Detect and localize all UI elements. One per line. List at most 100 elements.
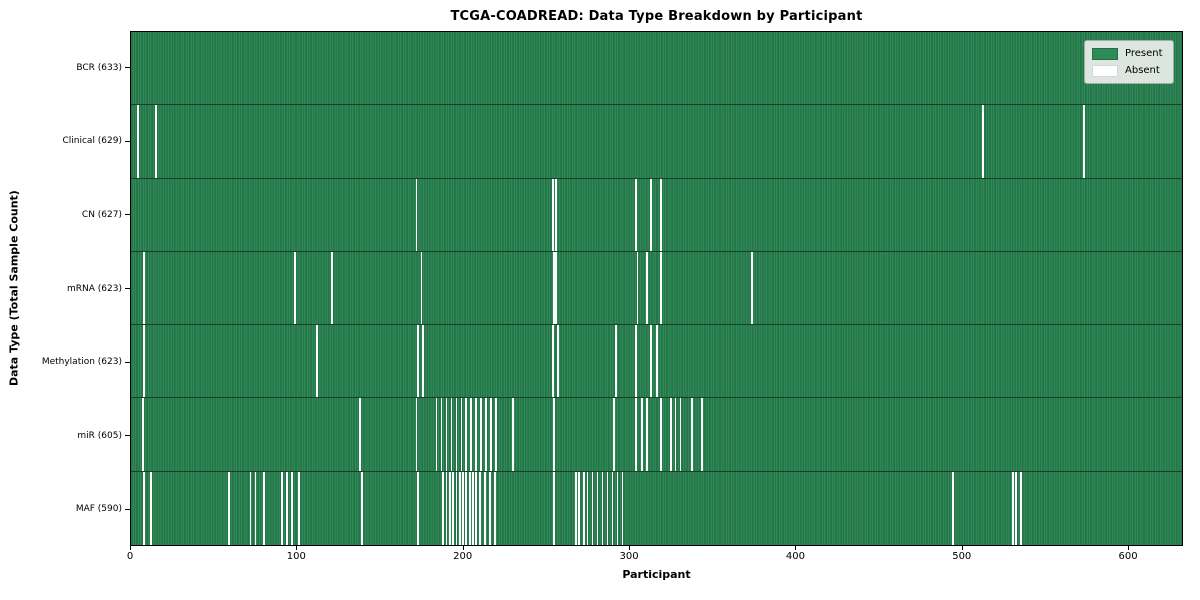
absent-mark bbox=[591, 471, 594, 545]
absent-mark bbox=[150, 471, 152, 545]
ytick-mark bbox=[125, 435, 130, 437]
ytick-mark bbox=[125, 140, 130, 142]
ytick-label-CN: CN (627) bbox=[81, 209, 122, 220]
ytick-label-miR: miR (605) bbox=[77, 430, 122, 441]
absent-mark bbox=[649, 325, 652, 398]
x-axis-label: Participant bbox=[622, 568, 691, 581]
absent-mark bbox=[286, 471, 288, 545]
absent-mark bbox=[359, 398, 362, 471]
xtick-label-600: 600 bbox=[1118, 551, 1138, 562]
absent-mark bbox=[691, 398, 694, 471]
ytick-label-Methylation: Methylation (623) bbox=[41, 357, 122, 368]
absent-mark bbox=[294, 251, 297, 325]
absent-mark bbox=[460, 398, 463, 471]
absent-mark bbox=[445, 471, 448, 545]
absent-mark bbox=[553, 398, 556, 471]
absent-mark bbox=[262, 471, 265, 545]
absent-mark bbox=[493, 471, 496, 545]
absent-mark bbox=[470, 398, 473, 471]
absent-mark bbox=[621, 471, 624, 545]
absent-mark bbox=[465, 398, 468, 471]
absent-mark bbox=[606, 471, 609, 545]
absent-mark bbox=[440, 398, 443, 471]
row-miR bbox=[131, 398, 1182, 472]
absent-mark bbox=[646, 398, 649, 471]
absent-mark bbox=[462, 471, 464, 545]
absent-mark bbox=[641, 398, 644, 471]
row-MAF bbox=[131, 471, 1182, 545]
legend-item-absent: Absent bbox=[1092, 62, 1166, 79]
absent-mark bbox=[155, 105, 157, 178]
absent-mark bbox=[551, 178, 554, 251]
xtick-mark bbox=[629, 546, 631, 550]
absent-mark bbox=[485, 398, 488, 471]
absent-mark bbox=[228, 471, 230, 545]
absent-mark bbox=[659, 398, 662, 471]
absent-mark bbox=[415, 178, 418, 251]
absent-mark bbox=[297, 471, 300, 545]
ytick-label-mRNA: mRNA (623) bbox=[67, 283, 122, 294]
xtick-mark bbox=[130, 546, 131, 550]
absent-mark bbox=[143, 325, 146, 398]
absent-mark bbox=[646, 251, 649, 325]
absent-mark bbox=[1083, 105, 1085, 178]
absent-mark bbox=[511, 398, 514, 471]
absent-mark bbox=[1011, 471, 1014, 545]
absent-mark bbox=[614, 325, 617, 398]
absent-mark bbox=[254, 471, 257, 545]
absent-mark bbox=[555, 251, 557, 325]
absent-mark bbox=[669, 398, 672, 471]
absent-mark bbox=[143, 251, 146, 325]
absent-mark bbox=[472, 471, 474, 545]
absent-mark bbox=[455, 471, 458, 545]
absent-mark bbox=[465, 471, 468, 545]
absent-mark bbox=[316, 325, 318, 398]
xtick-mark bbox=[296, 546, 298, 550]
row-Clinical bbox=[131, 105, 1182, 179]
absent-mark bbox=[417, 325, 420, 398]
absent-mark bbox=[634, 325, 637, 398]
absent-mark bbox=[656, 325, 659, 398]
absent-mark bbox=[458, 471, 461, 545]
legend-item-present: Present bbox=[1092, 45, 1166, 62]
absent-mark bbox=[613, 398, 616, 471]
xtick-mark bbox=[1128, 546, 1130, 550]
xtick-label-400: 400 bbox=[785, 551, 805, 562]
absent-mark bbox=[136, 105, 139, 178]
absent-mark bbox=[659, 178, 662, 251]
absent-mark bbox=[674, 398, 677, 471]
row-CN bbox=[131, 178, 1182, 252]
legend-present-label: Present bbox=[1125, 47, 1163, 59]
ytick-label-Clinical: Clinical (629) bbox=[62, 136, 122, 147]
absent-mark bbox=[659, 251, 662, 325]
absent-mark bbox=[281, 471, 283, 545]
absent-mark bbox=[611, 471, 614, 545]
absent-mark bbox=[586, 471, 589, 545]
absent-mark bbox=[488, 471, 491, 545]
absent-mark bbox=[291, 471, 293, 545]
absent-mark bbox=[141, 398, 144, 471]
absent-mark bbox=[143, 471, 146, 545]
xtick-mark bbox=[961, 546, 963, 550]
absent-mark bbox=[478, 471, 481, 545]
absent-mark bbox=[601, 471, 604, 545]
absent-mark bbox=[483, 471, 486, 545]
absent-mark bbox=[951, 471, 954, 545]
absent-mark bbox=[616, 471, 619, 545]
row-BCR bbox=[131, 32, 1182, 106]
absent-mark bbox=[495, 398, 498, 471]
absent-mark bbox=[555, 178, 557, 251]
absent-mark bbox=[578, 471, 581, 545]
absent-mark bbox=[475, 471, 478, 545]
absent-swatch-icon bbox=[1092, 64, 1118, 77]
chart-title: TCGA-COADREAD: Data Type Breakdown by Pa… bbox=[450, 9, 863, 24]
absent-mark bbox=[417, 471, 420, 545]
absent-mark bbox=[468, 471, 471, 545]
absent-mark bbox=[448, 471, 451, 545]
absent-mark bbox=[490, 398, 493, 471]
absent-mark bbox=[636, 251, 639, 325]
absent-mark bbox=[701, 398, 704, 471]
absent-mark bbox=[442, 471, 445, 545]
absent-mark bbox=[679, 398, 682, 471]
